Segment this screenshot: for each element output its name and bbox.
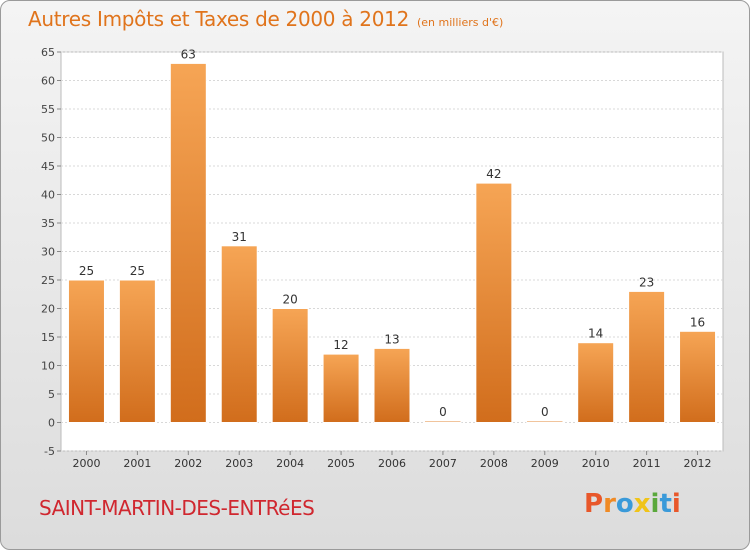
logo-letter: o [615, 489, 634, 519]
y-tick-label: 45 [41, 160, 55, 173]
bar-2010 [577, 342, 615, 424]
y-tick-label: 15 [41, 331, 55, 344]
x-tick-label: 2007 [429, 457, 457, 470]
y-tick-label: 25 [41, 274, 55, 287]
bar-2005 [322, 353, 360, 424]
y-tick-label: 40 [41, 189, 55, 202]
bar-2003 [220, 245, 258, 423]
data-label: 25 [130, 264, 145, 278]
x-tick-label: 2002 [174, 457, 202, 470]
logo-letter: P [584, 489, 604, 519]
bar-2011 [628, 290, 666, 423]
x-tick-label: 2008 [480, 457, 508, 470]
y-tick-label: 30 [41, 246, 55, 259]
bars [67, 62, 717, 424]
bar-2007 [424, 420, 462, 423]
data-label: 25 [79, 264, 94, 278]
data-label: 63 [181, 47, 196, 61]
x-tick-label: 2009 [531, 457, 559, 470]
chart-title: Autres Impôts et Taxes de 2000 à 2012 (en… [28, 7, 503, 31]
x-tick-label: 2003 [225, 457, 253, 470]
bar-2001 [118, 279, 156, 423]
data-label: 13 [384, 332, 399, 346]
logo-letter: t [659, 489, 672, 519]
data-label: 0 [541, 405, 549, 419]
y-tick-label: 50 [41, 132, 55, 145]
y-tick-label: 65 [41, 46, 55, 59]
commune-name: SAINT-MARTIN-DES-ENTRéES [39, 496, 315, 520]
data-label: 42 [486, 167, 501, 181]
bar-2002 [169, 62, 207, 424]
data-label: 12 [333, 338, 348, 352]
x-tick-label: 2010 [582, 457, 610, 470]
x-tick-label: 2006 [378, 457, 406, 470]
title-unit: (en milliers d'€) [417, 16, 504, 29]
y-tick-label: -5 [44, 445, 55, 458]
bar-2009 [526, 420, 564, 423]
data-label: 20 [283, 293, 298, 307]
bar-2008 [475, 182, 513, 423]
x-tick-label: 2004 [276, 457, 304, 470]
y-tick-label: 35 [41, 217, 55, 230]
logo-letter: r [603, 489, 616, 519]
gridlines [57, 51, 723, 452]
proxiti-logo: Proxiti [584, 489, 681, 519]
x-tick-label: 2001 [123, 457, 151, 470]
title-text: Autres Impôts et Taxes de 2000 à 2012 [28, 7, 409, 31]
y-tick-label: 0 [48, 417, 55, 430]
data-label: 31 [232, 230, 247, 244]
y-tick-label: 60 [41, 75, 55, 88]
data-label: 16 [690, 315, 705, 329]
data-label: 14 [588, 327, 603, 341]
logo-letter: x [633, 489, 651, 519]
logo-letter: i [650, 489, 660, 519]
bar-2012 [679, 330, 717, 423]
data-labels: 25 25 63 31 20 12 13 0 42 0 14 23 16 [79, 47, 705, 419]
y-tick-label: 10 [41, 360, 55, 373]
x-tick-label: 2011 [633, 457, 661, 470]
data-label: 0 [439, 405, 447, 419]
y-tick-label: 5 [48, 388, 55, 401]
logo-letter: i [671, 489, 681, 519]
y-tick-label: 55 [41, 103, 55, 116]
x-tick-label: 2000 [72, 457, 100, 470]
x-axis-labels: 2000 2001 2002 2003 2004 2005 2006 2007 2008 2009… [72, 451, 712, 470]
bar-2004 [271, 308, 309, 423]
bar-2000 [67, 279, 105, 423]
y-axis-labels: -5 0 5 10 15 20 25 30 35 40 45 50 55 60 65 [41, 46, 55, 458]
y-tick-label: 20 [41, 303, 55, 316]
x-tick-label: 2005 [327, 457, 355, 470]
bar-2006 [373, 347, 411, 423]
data-label: 23 [639, 275, 654, 289]
x-tick-label: 2012 [684, 457, 712, 470]
